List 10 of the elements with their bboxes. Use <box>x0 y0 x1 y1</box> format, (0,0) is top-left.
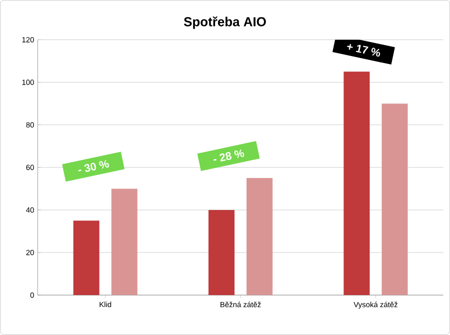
bar <box>73 220 100 296</box>
annotation: + 17 % <box>347 44 380 57</box>
bar <box>111 188 138 296</box>
annotation: - 28 % <box>213 150 244 162</box>
bar <box>382 104 408 296</box>
bar <box>344 72 370 296</box>
bar <box>208 210 235 296</box>
chart-title: Spotřeba AIO <box>184 16 266 29</box>
bar <box>246 178 273 296</box>
annotation: - 30 % <box>78 160 109 172</box>
